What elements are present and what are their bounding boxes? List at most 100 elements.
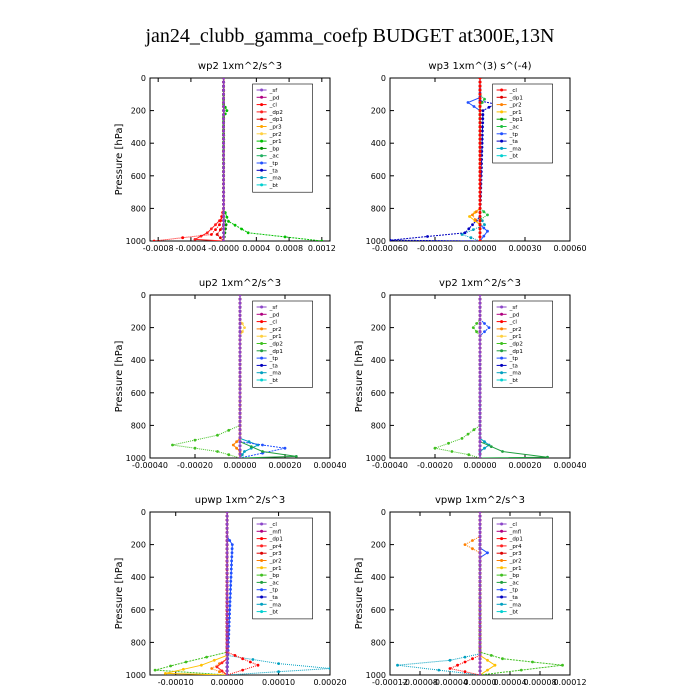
series-marker — [238, 379, 242, 382]
series-marker — [478, 101, 482, 104]
series-marker — [229, 592, 232, 595]
series-marker — [222, 235, 226, 239]
y-tick-label: 0 — [141, 291, 146, 300]
series-marker — [238, 350, 242, 354]
series-bp — [153, 512, 229, 675]
series-marker — [478, 628, 482, 632]
series-marker — [214, 228, 217, 232]
series-marker — [478, 358, 482, 362]
legend-label: _ma — [269, 602, 281, 608]
legend-marker — [500, 342, 504, 345]
y-tick-label: 200 — [131, 541, 146, 550]
series-marker — [478, 375, 482, 378]
series-marker — [225, 624, 229, 628]
series-group — [171, 295, 298, 458]
x-tick-label: 0.00008 — [523, 678, 556, 687]
legend-marker — [260, 378, 264, 382]
legend-label: _pd — [509, 312, 520, 318]
series-marker — [478, 440, 482, 444]
series-marker — [225, 555, 229, 559]
series-marker — [478, 387, 482, 391]
series-marker — [478, 227, 482, 231]
series-marker — [238, 415, 242, 419]
series-marker — [478, 448, 482, 452]
series-marker — [478, 436, 482, 439]
series-marker — [478, 92, 482, 96]
series-marker — [478, 231, 482, 235]
series-marker — [225, 673, 229, 675]
series-marker — [210, 227, 213, 231]
legend-marker — [260, 551, 264, 555]
series-marker — [478, 354, 482, 358]
series-line — [468, 78, 481, 241]
series-marker — [478, 616, 482, 620]
series-marker — [471, 657, 474, 661]
series-marker — [225, 616, 229, 620]
series-marker — [478, 137, 482, 141]
series-marker — [233, 654, 237, 657]
series-marker — [478, 182, 482, 186]
legend-label: _dp1 — [269, 349, 283, 355]
legend-label: _dp2 — [269, 110, 283, 116]
series-marker — [478, 579, 482, 583]
legend-marker — [500, 125, 504, 128]
series-marker — [478, 330, 482, 334]
series-line — [216, 512, 228, 675]
y-tick-label: 200 — [131, 324, 146, 333]
series-marker — [483, 223, 486, 227]
series-marker — [238, 432, 242, 435]
series-marker — [396, 663, 399, 667]
series-marker — [222, 223, 226, 227]
series-marker — [478, 592, 482, 595]
y-axis-label: Pressure [hPa] — [354, 341, 365, 413]
series-marker — [225, 661, 229, 665]
series-marker — [478, 512, 482, 514]
series-marker — [225, 547, 229, 551]
series-marker — [238, 322, 242, 325]
series-line — [154, 78, 225, 241]
series-marker — [238, 334, 242, 338]
series-marker — [225, 665, 229, 669]
series-marker — [487, 105, 491, 109]
series-marker — [193, 446, 197, 450]
series-marker — [478, 309, 482, 313]
series-marker — [222, 88, 226, 92]
y-tick-label: 1000 — [126, 671, 146, 680]
series-marker — [240, 227, 244, 231]
legend-marker — [260, 125, 264, 128]
legend-label: _cl — [269, 320, 278, 326]
series-marker — [489, 445, 493, 448]
series-marker — [466, 101, 470, 104]
legend-marker — [500, 320, 504, 324]
legend-marker — [260, 334, 264, 338]
x-tick-label: 0.00030 — [508, 244, 541, 253]
series-marker — [222, 207, 226, 210]
series-dp2 — [433, 295, 482, 458]
legend-label: _bt — [269, 183, 279, 189]
legend: _cl_mfl_dp1_pr4_pr3_pr2_pr1_bp_ac_tp_ta_… — [492, 517, 553, 620]
legend-marker — [260, 559, 264, 562]
legend-marker — [260, 544, 264, 548]
series-marker — [478, 113, 482, 117]
series-cl — [225, 512, 229, 675]
series-marker — [261, 450, 264, 453]
legend-marker — [500, 610, 504, 614]
legend-label: _dp2 — [269, 342, 283, 348]
series-marker — [478, 109, 482, 112]
series-marker — [486, 551, 489, 555]
series-marker — [225, 579, 229, 583]
series-marker — [478, 350, 482, 354]
series-marker — [229, 567, 233, 571]
series-marker — [478, 641, 482, 644]
legend-marker — [260, 573, 264, 577]
series-marker — [219, 236, 222, 240]
legend-marker — [500, 544, 504, 548]
series-marker — [215, 665, 219, 669]
series-marker — [222, 182, 226, 186]
series-line — [165, 512, 228, 675]
series-marker — [222, 211, 226, 214]
legend: _sf_pd _cl_dp2_dp1 _pr3_pr2_pr1_bp _ac_tp_t… — [252, 83, 313, 193]
y-tick-label: 200 — [371, 107, 386, 116]
series-marker — [501, 657, 504, 661]
y-tick-label: 0 — [141, 74, 146, 83]
